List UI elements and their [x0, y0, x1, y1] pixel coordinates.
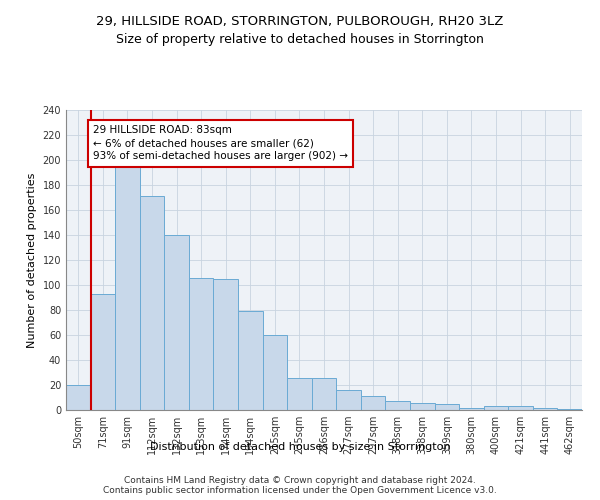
Bar — [508, 406, 533, 410]
Bar — [189, 278, 214, 410]
Bar — [238, 311, 263, 410]
Bar — [164, 235, 189, 410]
Bar — [361, 396, 385, 410]
Text: Size of property relative to detached houses in Storrington: Size of property relative to detached ho… — [116, 32, 484, 46]
Bar — [115, 164, 140, 410]
Bar — [214, 279, 238, 410]
Bar — [91, 294, 115, 410]
Bar — [410, 402, 434, 410]
Bar — [385, 401, 410, 410]
Bar — [459, 408, 484, 410]
Bar — [312, 378, 336, 410]
Text: Distribution of detached houses by size in Storrington: Distribution of detached houses by size … — [150, 442, 450, 452]
Bar — [263, 335, 287, 410]
Bar — [533, 408, 557, 410]
Bar — [434, 404, 459, 410]
Text: Contains HM Land Registry data © Crown copyright and database right 2024.: Contains HM Land Registry data © Crown c… — [124, 476, 476, 485]
Y-axis label: Number of detached properties: Number of detached properties — [27, 172, 37, 348]
Bar — [140, 196, 164, 410]
Text: 29 HILLSIDE ROAD: 83sqm
← 6% of detached houses are smaller (62)
93% of semi-det: 29 HILLSIDE ROAD: 83sqm ← 6% of detached… — [93, 125, 348, 162]
Bar — [557, 409, 582, 410]
Text: Contains public sector information licensed under the Open Government Licence v3: Contains public sector information licen… — [103, 486, 497, 495]
Bar — [484, 406, 508, 410]
Bar — [66, 385, 91, 410]
Bar — [336, 390, 361, 410]
Text: 29, HILLSIDE ROAD, STORRINGTON, PULBOROUGH, RH20 3LZ: 29, HILLSIDE ROAD, STORRINGTON, PULBOROU… — [97, 15, 503, 28]
Bar — [287, 378, 312, 410]
